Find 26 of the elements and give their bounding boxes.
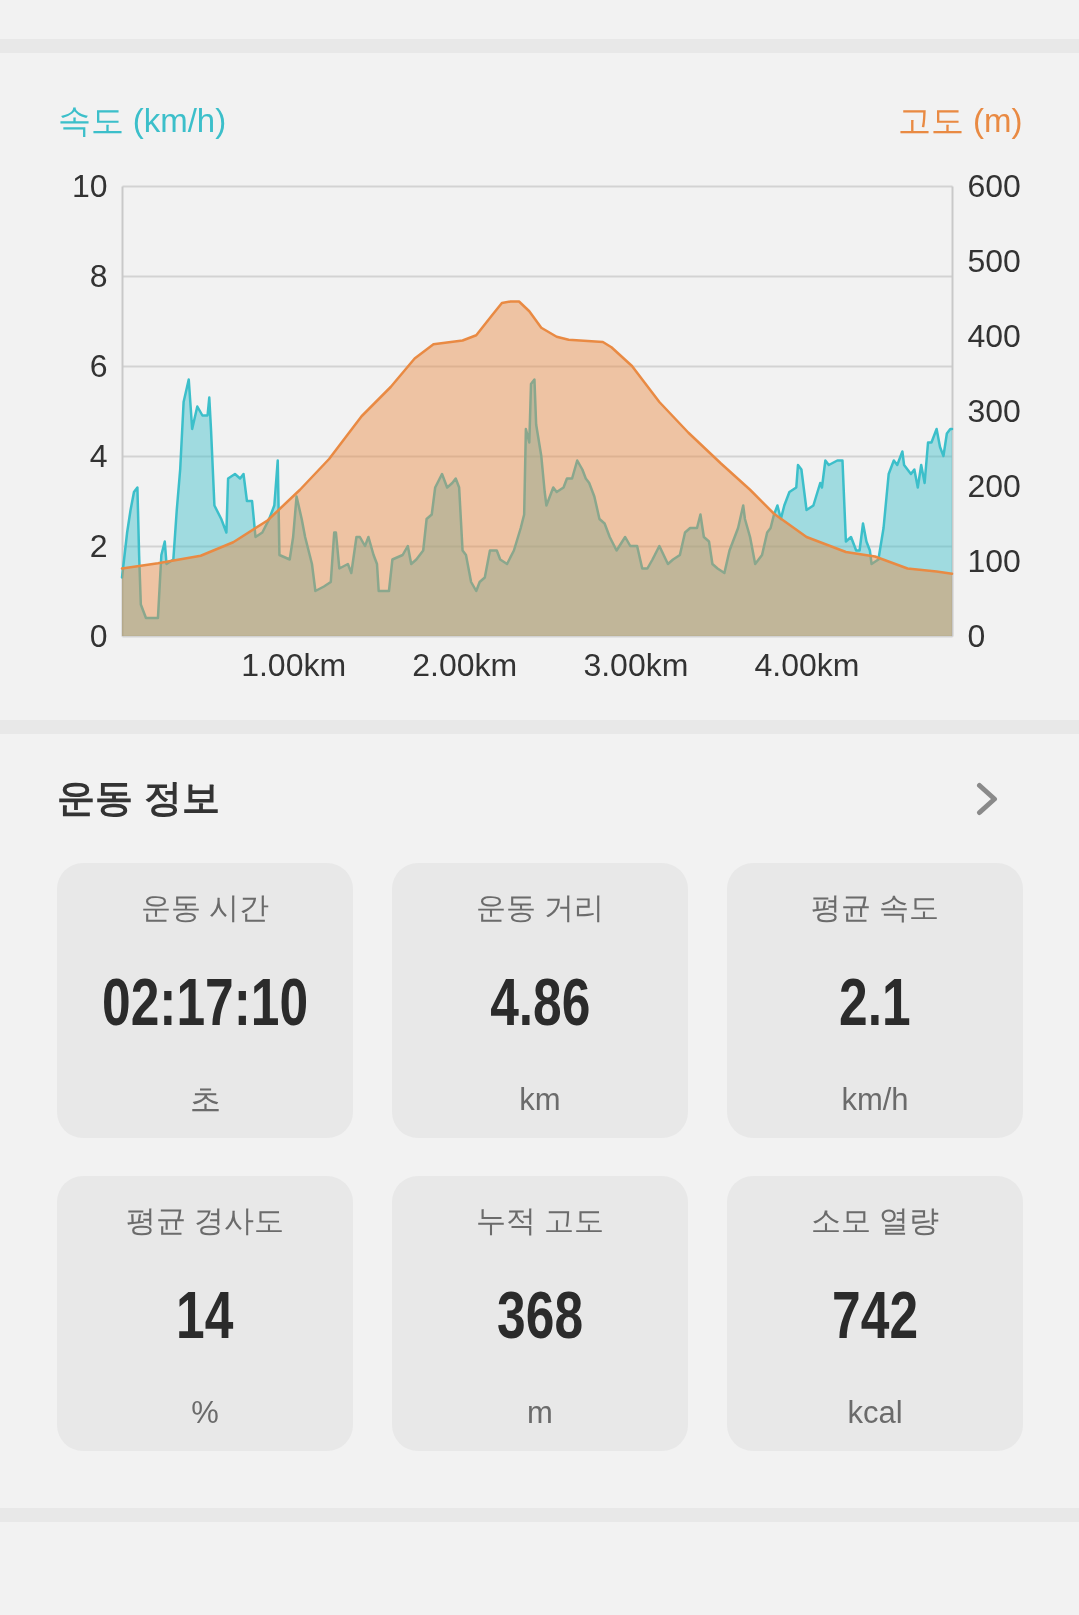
y-tick-label: 2 [89,527,108,564]
y-tick-label: 10 [71,167,108,204]
y2-tick-label: 200 [967,467,1021,504]
y2-tick-label: 600 [967,167,1021,204]
x-tick-label: 2.00km [412,646,518,683]
x-tick-label: 3.00km [583,646,689,683]
y-tick-label: 8 [89,257,108,294]
info-card: 평균 속도 2.1 km/h [727,863,1023,1138]
x-tick-label: 1.00km [241,646,347,683]
y-tick-label: 0 [89,617,108,654]
y2-tick-label: 0 [967,617,986,654]
info-card: 운동 시간 02:17:10 초 [57,863,353,1138]
y2-axis-title: 고도 (m) [897,101,1023,139]
y2-tick-label: 100 [967,542,1021,579]
text: 운동 정보 [57,776,220,821]
y2-tick-label: 400 [967,317,1021,354]
info-card: 평균 경사도 14 % [57,1176,353,1451]
info-card: 소모 열량 742 kcal [727,1176,1023,1451]
y2-tick-label: 300 [967,392,1021,429]
info-card: 누적 고도 368 m [392,1176,688,1451]
x-tick-label: 4.00km [754,646,860,683]
y-axis-title: 속도 (km/h) [57,101,227,139]
info-card: 운동 거리 4.86 km [392,863,688,1138]
y-tick-label: 6 [89,347,108,384]
y2-tick-label: 500 [967,242,1021,279]
y-tick-label: 4 [89,437,108,474]
